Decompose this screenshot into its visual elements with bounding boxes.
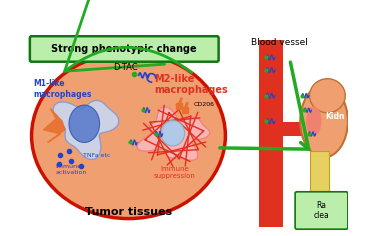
Polygon shape	[53, 101, 119, 160]
Text: M2-like
macrophages: M2-like macrophages	[154, 74, 228, 96]
Ellipse shape	[306, 106, 321, 136]
Text: TNFa etc: TNFa etc	[83, 153, 111, 158]
Text: Ra
clea: Ra clea	[314, 201, 329, 220]
Polygon shape	[137, 107, 210, 160]
Text: D-TAC: D-TAC	[114, 63, 138, 72]
Text: Immune
suppression: Immune suppression	[153, 166, 196, 179]
FancyBboxPatch shape	[295, 192, 348, 229]
Text: Blood vessel: Blood vessel	[250, 38, 308, 47]
Ellipse shape	[32, 53, 225, 219]
Text: M1-like
macrophages: M1-like macrophages	[33, 79, 92, 99]
Polygon shape	[44, 109, 65, 143]
Ellipse shape	[300, 85, 348, 157]
Ellipse shape	[309, 79, 345, 113]
Text: Strong phenotypic change: Strong phenotypic change	[52, 44, 197, 54]
Text: CD206: CD206	[194, 102, 215, 107]
Text: Immune
activation: Immune activation	[55, 164, 87, 175]
Text: Tumor tissues: Tumor tissues	[85, 207, 172, 217]
Ellipse shape	[69, 105, 100, 143]
Bar	[259, 40, 283, 228]
Bar	[311, 151, 329, 228]
FancyBboxPatch shape	[30, 36, 218, 62]
Text: Kidn: Kidn	[326, 113, 345, 122]
Bar	[259, 122, 302, 136]
Ellipse shape	[161, 120, 185, 146]
